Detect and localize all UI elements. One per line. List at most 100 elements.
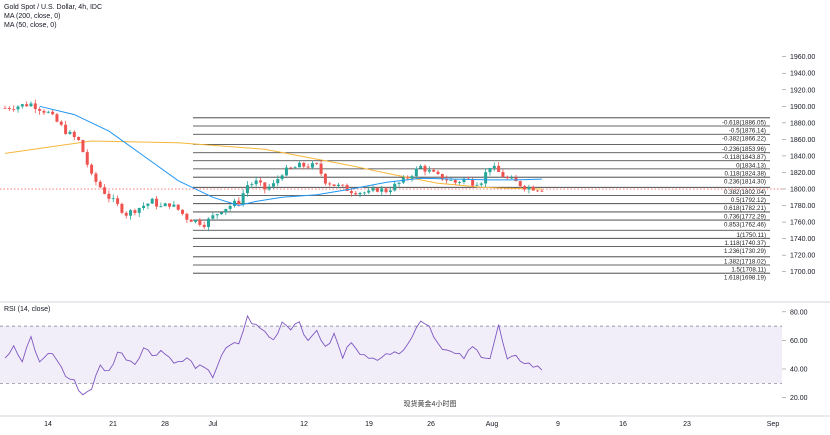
candle-body (176, 204, 180, 210)
candle-body (250, 184, 254, 186)
candle-body (310, 163, 314, 168)
time-axis-label: 9 (556, 421, 560, 428)
candle-body (293, 167, 297, 169)
candle-body (263, 182, 267, 190)
candle-body (146, 203, 150, 206)
candle-body (116, 198, 120, 204)
candle-body (388, 190, 392, 193)
price-axis-label: 1760.00 (790, 220, 815, 227)
candle-body (475, 184, 479, 186)
price-axis: 1700.00 1720.00 1740.00 1760.00 1780.00 1800.… (782, 54, 815, 276)
price-axis-label: 1940.00 (790, 71, 815, 78)
candle-body (471, 179, 475, 186)
price-axis-label: 1720.00 (790, 253, 815, 260)
candle-body (315, 163, 319, 164)
time-axis-label: 21 (109, 421, 117, 428)
fibonacci-levels: -0.618(1886.05) -0.5(1876.14)-0.382(1866.… (193, 117, 770, 282)
price-axis-label: 1840.00 (790, 153, 815, 160)
price-axis-label: 1700.00 (790, 269, 815, 276)
candle-body (211, 215, 215, 219)
candle-body (432, 169, 436, 172)
fib-level-label: 0.382(1802.04) (724, 189, 766, 196)
chart-legend: Gold Spot / U.S. Dollar, 4h, IDC MA (200… (4, 3, 102, 30)
candle-body (427, 169, 431, 172)
time-axis-label: Jul (209, 421, 218, 428)
candle-body (129, 210, 133, 216)
candle-body (12, 108, 16, 110)
candle-body (85, 152, 89, 165)
candle-body (406, 177, 410, 179)
candle-body (410, 176, 414, 179)
candle-body (436, 171, 440, 175)
candle-body (341, 184, 345, 186)
time-axis-label: 12 (300, 421, 308, 428)
candle-body (258, 180, 262, 183)
candle-body (536, 190, 540, 192)
candle-body (345, 185, 349, 192)
symbol-title: Gold Spot / U.S. Dollar, 4h, IDC (4, 4, 103, 11)
candle-body (349, 191, 353, 194)
candle-body (142, 205, 146, 208)
candle-body (271, 183, 275, 187)
candle-body (284, 167, 288, 176)
candle-body (137, 207, 141, 213)
candle-body (42, 110, 46, 113)
fib-level-label: 0.618(1782.21) (724, 205, 766, 212)
candle-body (103, 187, 107, 194)
rsi-axis-label: 40.00 (790, 367, 808, 374)
candle-body (505, 177, 509, 179)
candle-body (297, 162, 301, 168)
candle-body (289, 167, 293, 169)
time-axis-label: Sep (767, 421, 780, 428)
candle-body (462, 178, 466, 182)
price-axis-label: 1820.00 (790, 170, 815, 177)
candle-body (7, 108, 11, 109)
candle-body (20, 104, 24, 107)
candle-body (198, 220, 202, 225)
candle-body (46, 111, 50, 113)
price-axis-label: 1920.00 (790, 87, 815, 94)
time-axis-label: Aug (486, 421, 499, 428)
candle-body (276, 179, 280, 184)
candle-body (497, 165, 501, 172)
fib-level-label: 0.118(1824.38) (724, 170, 766, 177)
price-axis-label: 1740.00 (790, 236, 815, 243)
fib-level-label: 1.382(1718.02) (724, 258, 766, 265)
candle-body (207, 218, 211, 227)
candle-body (501, 171, 505, 178)
candle-body (319, 163, 323, 174)
candle-body (237, 200, 241, 204)
rsi-legend: RSI (14, close) (4, 306, 51, 313)
candle-body (228, 205, 232, 209)
candle-body (453, 179, 457, 183)
candle-body (510, 177, 514, 179)
candle-body (189, 219, 193, 222)
time-axis-label: 19 (365, 421, 373, 428)
candle-body (33, 103, 37, 110)
candle-body (181, 209, 185, 214)
candle-body (90, 164, 94, 174)
time-axis-label: 14 (44, 421, 52, 428)
price-axis-label: 1880.00 (790, 120, 815, 127)
candle-body (423, 165, 427, 172)
candle-body (172, 204, 176, 207)
candle-body (3, 107, 7, 109)
candle-body (194, 220, 198, 222)
candle-body (375, 188, 379, 192)
watermark: 现货黄金4小时图 (403, 401, 457, 408)
candle-body (527, 186, 531, 190)
candle-body (185, 213, 189, 220)
candle-body (38, 109, 42, 111)
candle-body (25, 104, 29, 107)
rsi-band-fill (0, 326, 782, 384)
fib-level-label: 0.236(1814.30) (724, 179, 766, 186)
candle-body (449, 179, 453, 181)
candle-body (245, 185, 249, 194)
candle-body (232, 200, 236, 206)
fib-level-label: 1.618(1698.19) (724, 275, 766, 282)
candle-body (518, 181, 522, 187)
candle-body (94, 173, 98, 182)
rsi-pane (0, 301, 830, 396)
